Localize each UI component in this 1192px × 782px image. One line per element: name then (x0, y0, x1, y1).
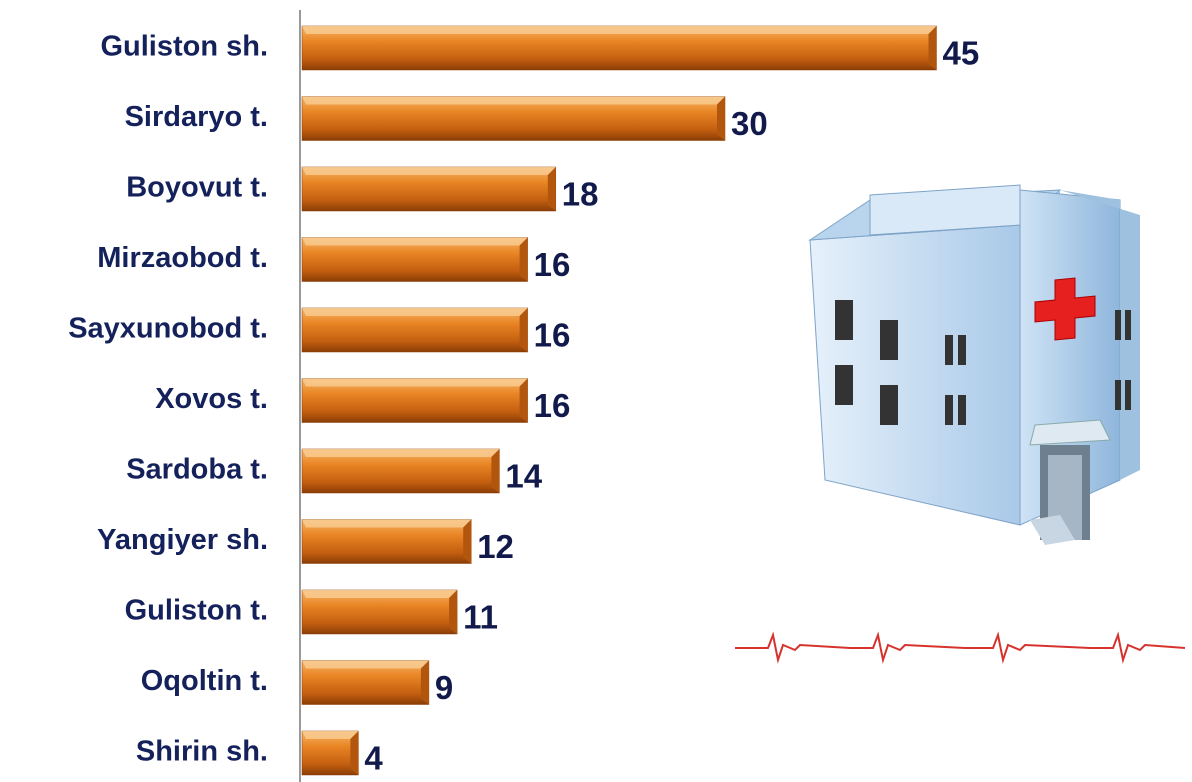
bar-bevel (302, 96, 725, 105)
value-label: 45 (943, 35, 980, 72)
category-label: Mirzaobod t. (97, 242, 268, 274)
category-label: Sayxunobod t. (68, 313, 268, 345)
bar-bevel (302, 237, 528, 246)
hospital-illustration (808, 184, 1140, 545)
bar-bevel (302, 731, 359, 739)
bar-bevel (302, 308, 528, 316)
value-label: 30 (731, 105, 768, 142)
bar-bevel (302, 660, 429, 669)
value-label: 18 (562, 176, 599, 213)
bar-end (547, 167, 556, 211)
bar-end (420, 660, 429, 705)
value-label: 4 (364, 740, 383, 777)
category-label: Shirin sh. (136, 736, 268, 768)
bar-end (519, 378, 528, 423)
ecg-line (735, 631, 1186, 664)
bar-bevel (302, 449, 500, 457)
bar-end (491, 449, 500, 493)
category-label: Xovos t. (155, 383, 268, 415)
bar-bevel (302, 26, 937, 34)
value-label: 16 (534, 317, 571, 354)
category-label: Guliston t. (125, 595, 268, 627)
bar-end (350, 731, 359, 775)
bar-end (519, 308, 528, 352)
value-label: 11 (463, 599, 498, 636)
value-label: 12 (477, 528, 514, 565)
bar-bevel (302, 378, 528, 387)
bar-end (463, 519, 472, 564)
value-label: 9 (435, 669, 453, 706)
bar-end (449, 590, 458, 634)
value-label: 16 (534, 246, 571, 283)
category-label: Boyovut t. (126, 172, 268, 204)
category-label: Yangiyer sh. (97, 524, 268, 556)
bar-end (519, 237, 528, 282)
bar-bevel (302, 167, 556, 175)
bar-bevel (302, 519, 472, 528)
bar-end (717, 96, 725, 141)
category-label: Oqoltin t. (141, 665, 268, 697)
category-label: Guliston sh. (100, 31, 268, 63)
value-label: 16 (534, 387, 571, 424)
bar-end (928, 26, 937, 70)
category-label: Sirdaryo t. (125, 101, 268, 133)
bar-bevel (302, 590, 458, 598)
value-label: 14 (505, 458, 542, 495)
category-label: Sardoba t. (126, 454, 268, 486)
